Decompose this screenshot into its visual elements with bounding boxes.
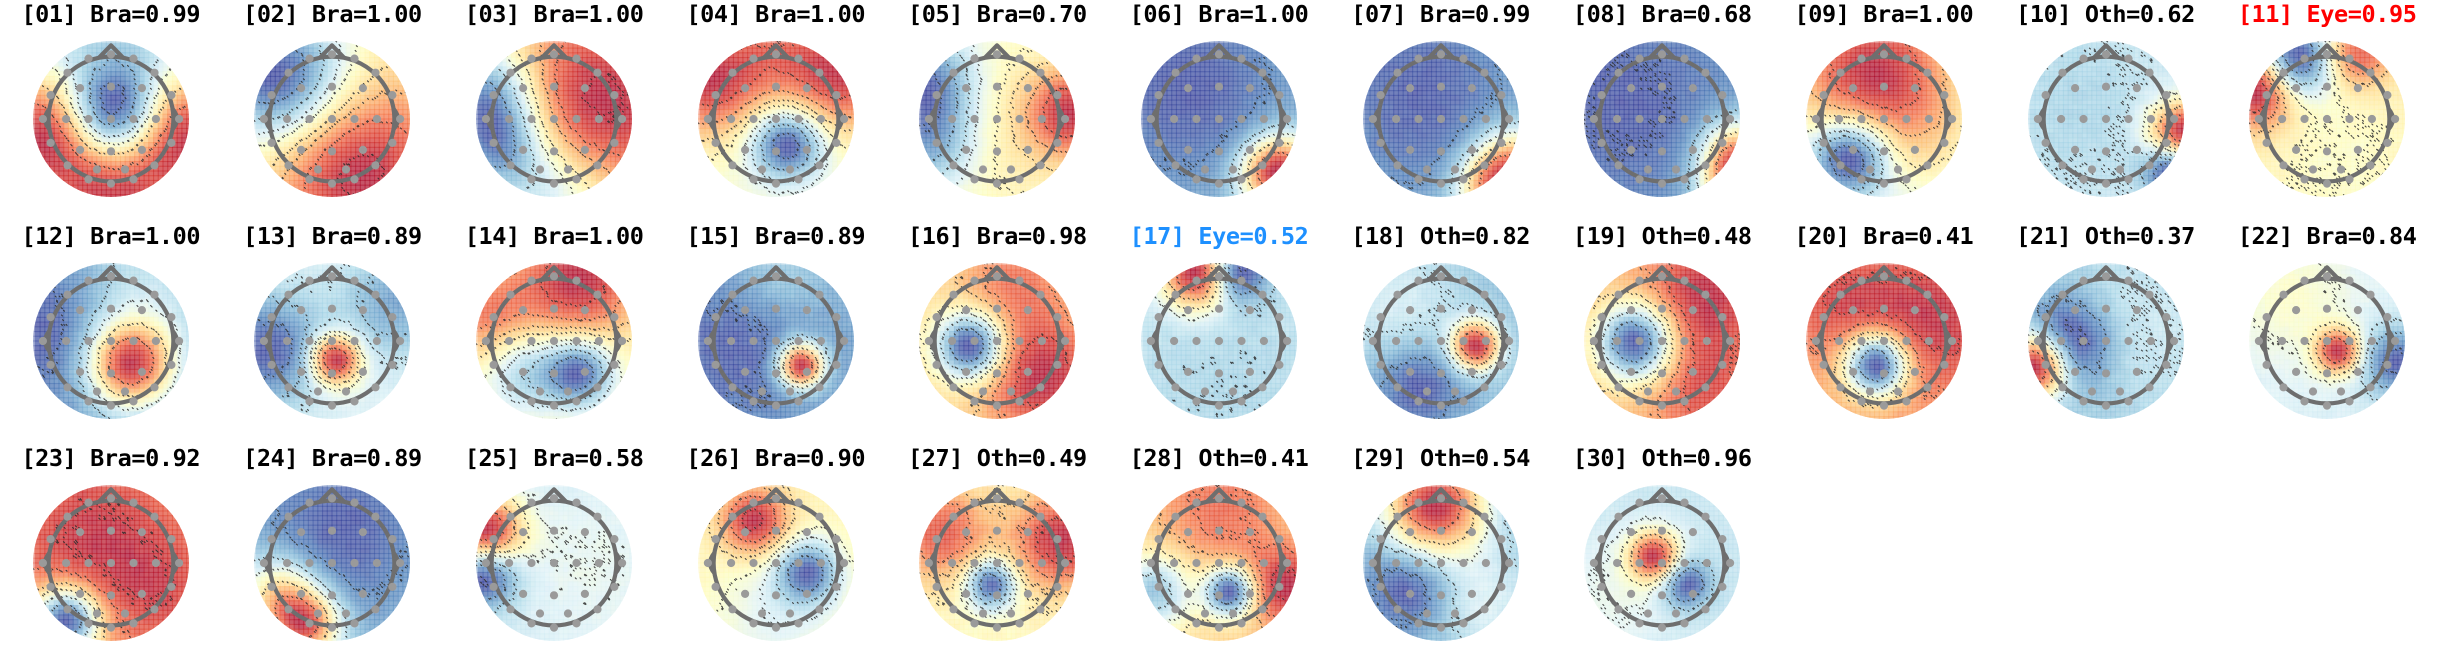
scalp-topomap xyxy=(464,472,644,654)
scalp-topomap xyxy=(1572,250,1752,432)
scalp-topomap xyxy=(242,250,422,432)
scalp-topomap xyxy=(21,28,201,210)
scalp-topomap xyxy=(686,472,866,654)
topo-component-19[interactable]: [19] Oth=0.48 xyxy=(1551,222,1773,444)
component-label: [07] Bra=0.99 xyxy=(1351,2,1530,27)
scalp-topomap xyxy=(2237,28,2417,210)
component-label: [15] Bra=0.89 xyxy=(686,224,865,249)
component-label: [01] Bra=0.99 xyxy=(21,2,200,27)
scalp-topomap xyxy=(1351,472,1531,654)
scalp-topomap xyxy=(1351,250,1531,432)
topo-component-13[interactable]: [13] Bra=0.89 xyxy=(222,222,444,444)
topo-component-14[interactable]: [14] Bra=1.00 xyxy=(443,222,665,444)
scalp-topomap xyxy=(1351,28,1531,210)
component-label: [11] Eye=0.95 xyxy=(2238,2,2417,27)
component-label: [26] Bra=0.90 xyxy=(686,446,865,471)
scalp-topomap xyxy=(1572,472,1752,654)
component-label: [23] Bra=0.92 xyxy=(21,446,200,471)
component-label: [09] Bra=1.00 xyxy=(1795,2,1974,27)
scalp-topomap xyxy=(1129,28,1309,210)
topo-component-30[interactable]: [30] Oth=0.96 xyxy=(1551,444,1773,666)
component-label: [08] Bra=0.68 xyxy=(1573,2,1752,27)
topo-component-20[interactable]: [20] Bra=0.41 xyxy=(1773,222,1995,444)
component-label: [13] Bra=0.89 xyxy=(243,224,422,249)
scalp-topomap xyxy=(686,28,866,210)
scalp-topomap xyxy=(2016,28,2196,210)
component-label: [21] Oth=0.37 xyxy=(2016,224,2195,249)
topo-component-01[interactable]: [01] Bra=0.99 xyxy=(0,0,222,222)
scalp-topomap xyxy=(686,250,866,432)
topo-component-05[interactable]: [05] Bra=0.70 xyxy=(887,0,1109,222)
topo-component-21[interactable]: [21] Oth=0.37 xyxy=(1995,222,2217,444)
component-label: [17] Eye=0.52 xyxy=(1130,224,1309,249)
component-label: [03] Bra=1.00 xyxy=(465,2,644,27)
topo-component-29[interactable]: [29] Oth=0.54 xyxy=(1330,444,1552,666)
topo-component-25[interactable]: [25] Bra=0.58 xyxy=(443,444,665,666)
component-label: [25] Bra=0.58 xyxy=(465,446,644,471)
topo-component-16[interactable]: [16] Bra=0.98 xyxy=(887,222,1109,444)
scalp-topomap xyxy=(21,250,201,432)
topo-component-22[interactable]: [22] Bra=0.84 xyxy=(2216,222,2438,444)
component-label: [02] Bra=1.00 xyxy=(243,2,422,27)
scalp-topomap xyxy=(2237,250,2417,432)
component-label: [24] Bra=0.89 xyxy=(243,446,422,471)
scalp-topomap xyxy=(242,472,422,654)
scalp-topomap xyxy=(1794,28,1974,210)
scalp-topomap xyxy=(2016,250,2196,432)
component-label: [28] Oth=0.41 xyxy=(1130,446,1309,471)
scalp-topomap xyxy=(907,250,1087,432)
component-label: [06] Bra=1.00 xyxy=(1130,2,1309,27)
scalp-topomap xyxy=(21,472,201,654)
scalp-topomap xyxy=(907,472,1087,654)
topo-component-07[interactable]: [07] Bra=0.99 xyxy=(1330,0,1552,222)
topo-component-04[interactable]: [04] Bra=1.00 xyxy=(665,0,887,222)
scalp-topomap xyxy=(1129,250,1309,432)
topo-component-10[interactable]: [10] Oth=0.62 xyxy=(1995,0,2217,222)
topo-component-11[interactable]: [11] Eye=0.95 xyxy=(2216,0,2438,222)
scalp-topomap xyxy=(464,28,644,210)
component-label: [10] Oth=0.62 xyxy=(2016,2,2195,27)
component-label: [12] Bra=1.00 xyxy=(21,224,200,249)
component-label: [16] Bra=0.98 xyxy=(908,224,1087,249)
component-label: [22] Bra=0.84 xyxy=(2238,224,2417,249)
topo-component-06[interactable]: [06] Bra=1.00 xyxy=(1108,0,1330,222)
topo-component-08[interactable]: [08] Bra=0.68 xyxy=(1551,0,1773,222)
component-label: [05] Bra=0.70 xyxy=(908,2,1087,27)
component-label: [19] Oth=0.48 xyxy=(1573,224,1752,249)
component-label: [30] Oth=0.96 xyxy=(1573,446,1752,471)
topo-component-28[interactable]: [28] Oth=0.41 xyxy=(1108,444,1330,666)
component-label: [04] Bra=1.00 xyxy=(686,2,865,27)
topo-component-17[interactable]: [17] Eye=0.52 xyxy=(1108,222,1330,444)
component-label: [27] Oth=0.49 xyxy=(908,446,1087,471)
topo-component-18[interactable]: [18] Oth=0.82 xyxy=(1330,222,1552,444)
topo-component-15[interactable]: [15] Bra=0.89 xyxy=(665,222,887,444)
topo-component-26[interactable]: [26] Bra=0.90 xyxy=(665,444,887,666)
topo-component-24[interactable]: [24] Bra=0.89 xyxy=(222,444,444,666)
component-label: [18] Oth=0.82 xyxy=(1351,224,1530,249)
scalp-topomap xyxy=(242,28,422,210)
topo-component-27[interactable]: [27] Oth=0.49 xyxy=(887,444,1109,666)
component-label: [29] Oth=0.54 xyxy=(1351,446,1530,471)
topo-component-02[interactable]: [02] Bra=1.00 xyxy=(222,0,444,222)
topo-component-23[interactable]: [23] Bra=0.92 xyxy=(0,444,222,666)
scalp-topomap xyxy=(1794,250,1974,432)
scalp-topomap xyxy=(464,250,644,432)
scalp-topomap xyxy=(1572,28,1752,210)
component-label: [14] Bra=1.00 xyxy=(465,224,644,249)
scalp-topomap xyxy=(907,28,1087,210)
topo-component-09[interactable]: [09] Bra=1.00 xyxy=(1773,0,1995,222)
topo-component-03[interactable]: [03] Bra=1.00 xyxy=(443,0,665,222)
scalp-topomap xyxy=(1129,472,1309,654)
component-label: [20] Bra=0.41 xyxy=(1795,224,1974,249)
topo-component-12[interactable]: [12] Bra=1.00 xyxy=(0,222,222,444)
